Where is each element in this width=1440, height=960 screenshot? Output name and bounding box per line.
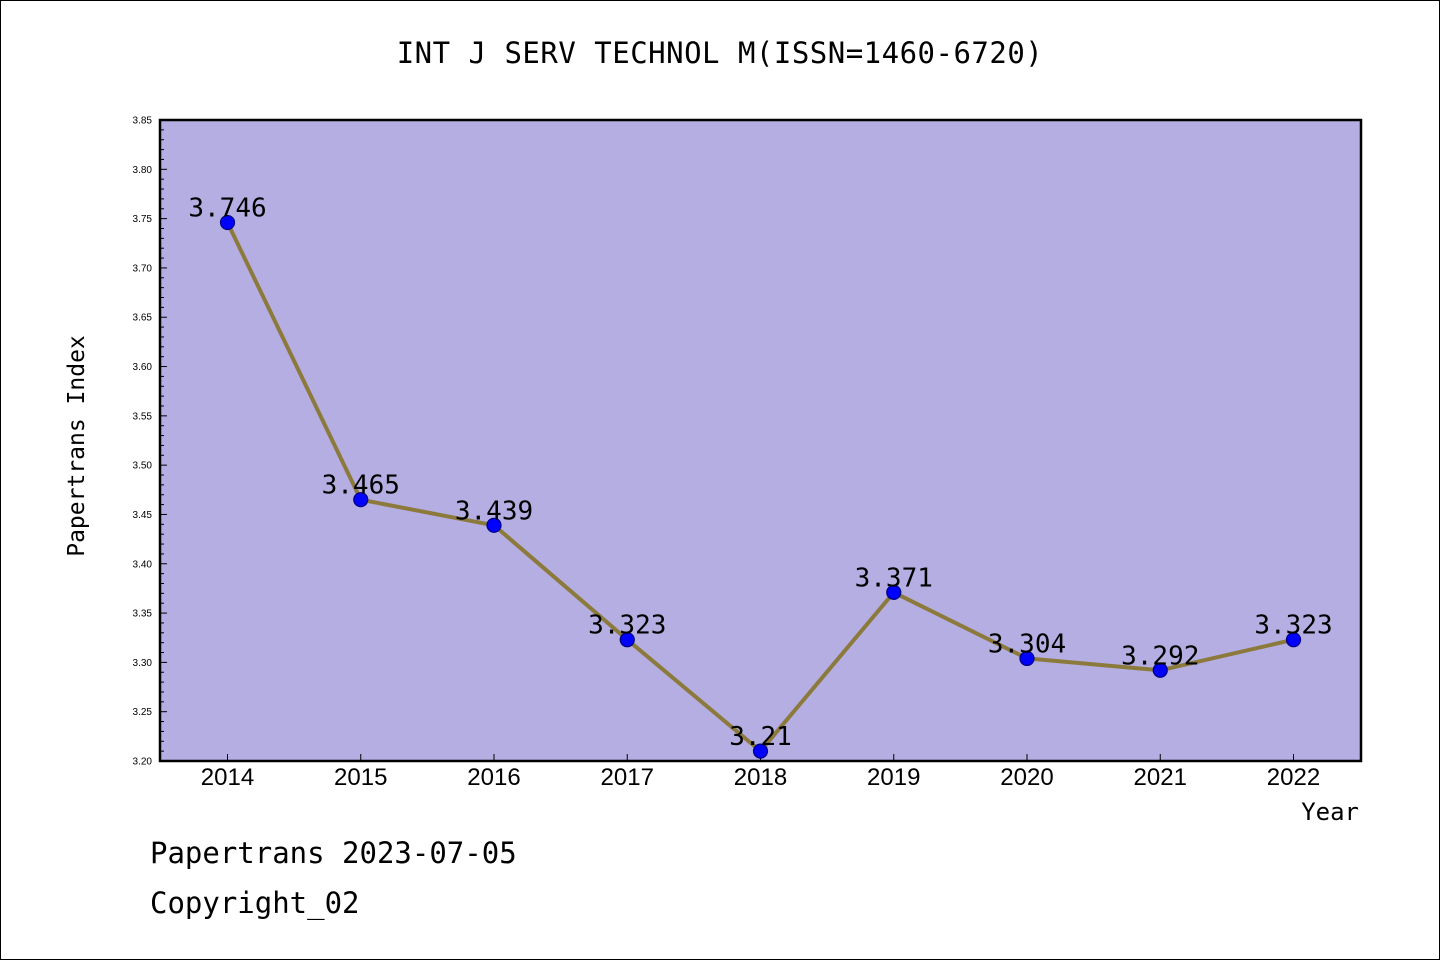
data-label: 3.465 — [322, 471, 400, 501]
x-axis-tick-labels: 2014 2015 2016 2017 2018 2019 2020 2021 2022 — [201, 764, 1320, 791]
data-label: 3.323 — [1254, 611, 1332, 641]
data-point — [752, 743, 769, 759]
data-point — [1019, 650, 1035, 667]
y-tick-label: 3.35 — [133, 609, 153, 620]
data-point — [219, 214, 236, 231]
data-point — [486, 517, 502, 533]
data-label: 3.439 — [455, 496, 533, 526]
x-tick-label: 2015 — [334, 764, 387, 791]
y-axis-label: Papertrans Index — [64, 335, 90, 557]
x-tick-label: 2022 — [1267, 764, 1320, 791]
plot-area — [158, 118, 1363, 763]
data-label: 3.323 — [588, 611, 666, 641]
y-axis-ticks — [160, 119, 167, 762]
x-axis-ticks — [227, 754, 1294, 761]
data-label: 3.371 — [855, 563, 933, 593]
x-tick-label: 2019 — [867, 764, 920, 791]
y-tick-label: 3.45 — [133, 510, 153, 521]
x-tick-label: 2014 — [201, 764, 254, 791]
x-tick-label: 2017 — [601, 764, 654, 791]
y-tick-label: 3.65 — [133, 313, 153, 324]
y-tick-label: 3.55 — [133, 411, 153, 422]
y-tick-label: 3.50 — [133, 461, 153, 472]
data-point — [353, 492, 369, 508]
data-label: 3.304 — [988, 629, 1066, 659]
x-tick-label: 2021 — [1134, 764, 1187, 791]
data-label: 3.292 — [1121, 641, 1199, 671]
data-point — [1285, 632, 1302, 648]
data-label: 3.21 — [729, 722, 792, 752]
data-point — [619, 632, 635, 648]
y-axis-tick-labels: 3.20 3.25 3.30 3.35 3.40 3.45 3.50 3.55 3.60 3.65… — [133, 116, 153, 768]
data-labels: 3.746 3.465 3.439 3.323 3.21 3.371 3.304 3.292 3… — [188, 194, 1332, 753]
y-tick-label: 3.70 — [133, 263, 153, 274]
y-tick-label: 3.40 — [133, 559, 153, 570]
y-tick-label: 3.20 — [133, 757, 153, 768]
x-tick-label: 2020 — [1000, 764, 1053, 791]
chart-title: INT J SERV TECHNOL M(ISSN=1460-6720) — [396, 36, 1044, 70]
x-tick-label: 2016 — [467, 764, 520, 791]
x-tick-label: 2018 — [734, 764, 787, 791]
data-points — [219, 214, 1302, 759]
y-tick-label: 3.60 — [133, 362, 153, 373]
footer-date: Papertrans 2023-07-05 — [150, 836, 517, 870]
y-tick-label: 3.75 — [133, 214, 153, 225]
data-point — [1152, 662, 1168, 678]
data-point — [886, 584, 902, 600]
x-axis-label: Year — [1301, 798, 1359, 826]
footer-copyright: Copyright_02 — [150, 886, 360, 920]
y-tick-label: 3.25 — [133, 707, 153, 718]
y-tick-label: 3.80 — [133, 165, 153, 176]
y-tick-label: 3.30 — [133, 658, 153, 669]
y-tick-label: 3.85 — [133, 116, 153, 127]
data-label: 3.746 — [188, 194, 266, 224]
